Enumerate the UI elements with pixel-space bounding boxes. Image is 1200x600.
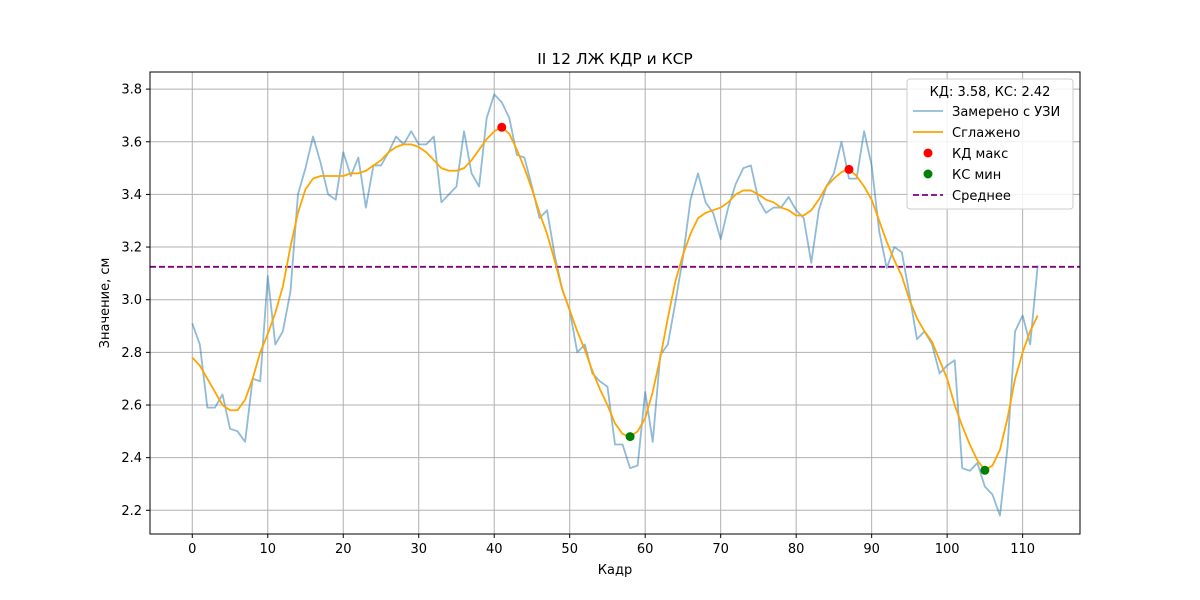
y-tick-label: 2.4	[121, 451, 142, 466]
y-axis-label: Значение, см	[98, 258, 113, 349]
kd-max-marker	[497, 122, 507, 132]
series-layer	[191, 93, 1039, 517]
y-tick-label: 3.4	[121, 188, 142, 203]
x-tick-label: 110	[1010, 542, 1035, 557]
y-tick-label: 3.2	[121, 241, 142, 256]
y-tick-label: 3.8	[121, 83, 142, 98]
tick-layer: 0 10 20 30 40 50 60 70 80 90 100 110 2.2 2.4 2.6 2.8 3.0…	[121, 83, 1035, 557]
x-tick-label: 100	[935, 542, 960, 557]
legend-label-mean: Среднее	[952, 189, 1011, 204]
legend-box	[906, 78, 1074, 210]
x-tick-label: 90	[863, 542, 880, 557]
y-tick-label: 2.6	[121, 399, 142, 414]
measured-series-line	[191, 93, 1039, 517]
legend-swatch-kd-max	[923, 148, 933, 158]
plot-frame	[149, 71, 1081, 535]
y-tick-label: 3.0	[121, 293, 142, 308]
y-tick-label: 2.8	[121, 346, 142, 361]
y-tick-label: 2.2	[121, 504, 142, 519]
marker-layer	[497, 122, 990, 475]
legend-label-measured: Замерено с УЗИ	[952, 105, 1060, 120]
x-tick-label: 40	[486, 542, 503, 557]
x-tick-label: 0	[188, 542, 196, 557]
smoothed-series-line	[191, 126, 1039, 472]
kd-max-marker	[844, 164, 854, 174]
x-tick-label: 10	[259, 542, 276, 557]
y-tick-label: 3.6	[121, 135, 142, 150]
ks-min-marker	[980, 465, 990, 475]
legend: КД: 3.58, КС: 2.42 Замерено с УЗИ Сглаже…	[906, 78, 1074, 210]
legend-swatch-ks-min	[923, 169, 933, 179]
x-tick-label: 80	[788, 542, 805, 557]
x-tick-label: 60	[637, 542, 654, 557]
x-tick-label: 30	[410, 542, 427, 557]
legend-label-kd-max: КД макс	[952, 147, 1008, 162]
chart-title: II 12 ЛЖ КДР и КСР	[537, 50, 693, 68]
legend-title: КД: 3.58, КС: 2.42	[930, 85, 1051, 100]
legend-label-smoothed: Сглажено	[952, 126, 1020, 141]
legend-label-ks-min: КС мин	[952, 168, 1001, 183]
ks-min-marker	[625, 432, 635, 442]
x-tick-label: 70	[712, 542, 729, 557]
x-tick-label: 50	[561, 542, 578, 557]
x-axis-label: Кадр	[598, 563, 632, 578]
x-tick-label: 20	[335, 542, 352, 557]
